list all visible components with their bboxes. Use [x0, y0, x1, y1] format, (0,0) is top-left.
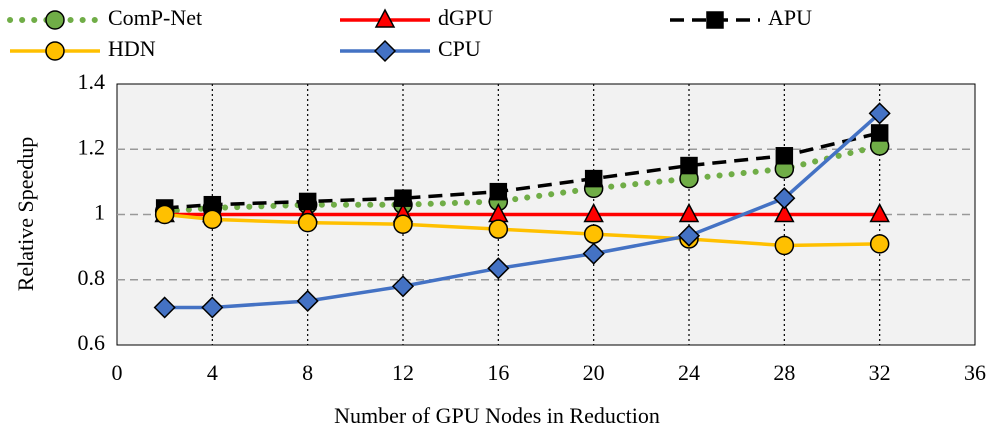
x-tick-label: 24	[678, 360, 700, 385]
marker	[773, 187, 796, 210]
y-tick-label: 1	[94, 200, 105, 225]
marker	[775, 147, 794, 165]
y-tick-label: 1.2	[78, 134, 106, 159]
x-axis-label: Number of GPU Nodes in Reduction	[334, 403, 660, 428]
y-tick-label: 0.6	[78, 330, 106, 355]
y-axis-label: Relative Speedup	[13, 137, 38, 292]
marker	[45, 41, 65, 61]
legend-label: HDN	[108, 36, 156, 61]
legend-label: dGPU	[438, 5, 493, 30]
marker	[298, 192, 317, 211]
marker	[582, 242, 605, 265]
marker	[374, 8, 396, 28]
marker	[677, 224, 701, 247]
marker	[487, 257, 510, 280]
marker	[583, 202, 604, 223]
x-tick-label: 16	[487, 360, 509, 385]
marker	[45, 10, 65, 30]
marker	[201, 296, 224, 319]
x-tick-label: 32	[869, 360, 891, 385]
y-tick-label: 1.4	[78, 69, 106, 94]
marker	[869, 234, 890, 254]
x-tick-label: 8	[302, 360, 313, 385]
marker	[774, 235, 795, 256]
marker	[202, 209, 223, 230]
marker	[153, 296, 176, 319]
marker	[296, 289, 319, 313]
marker	[706, 11, 724, 29]
x-tick-label: 0	[112, 360, 123, 385]
marker	[154, 204, 175, 225]
x-tick-label: 28	[773, 360, 795, 385]
legend-label: ComP-Net	[108, 5, 202, 30]
marker	[680, 156, 698, 175]
marker	[373, 39, 397, 63]
legend-label: APU	[768, 5, 812, 30]
marker	[297, 212, 318, 233]
marker	[868, 102, 891, 125]
x-tick-label: 4	[207, 360, 218, 385]
marker	[583, 224, 604, 244]
marker	[489, 182, 508, 201]
x-tick-label: 36	[964, 360, 986, 385]
marker	[394, 189, 412, 207]
marker	[870, 124, 889, 142]
marker	[393, 214, 413, 235]
x-tick-label: 20	[583, 360, 605, 385]
y-tick-label: 0.8	[78, 265, 106, 290]
marker	[391, 275, 415, 298]
x-tick-label: 12	[392, 360, 414, 385]
marker	[869, 202, 890, 223]
marker	[488, 219, 509, 239]
legend-label: CPU	[438, 36, 481, 61]
marker	[584, 169, 603, 188]
marker	[774, 202, 795, 223]
marker	[678, 202, 700, 223]
